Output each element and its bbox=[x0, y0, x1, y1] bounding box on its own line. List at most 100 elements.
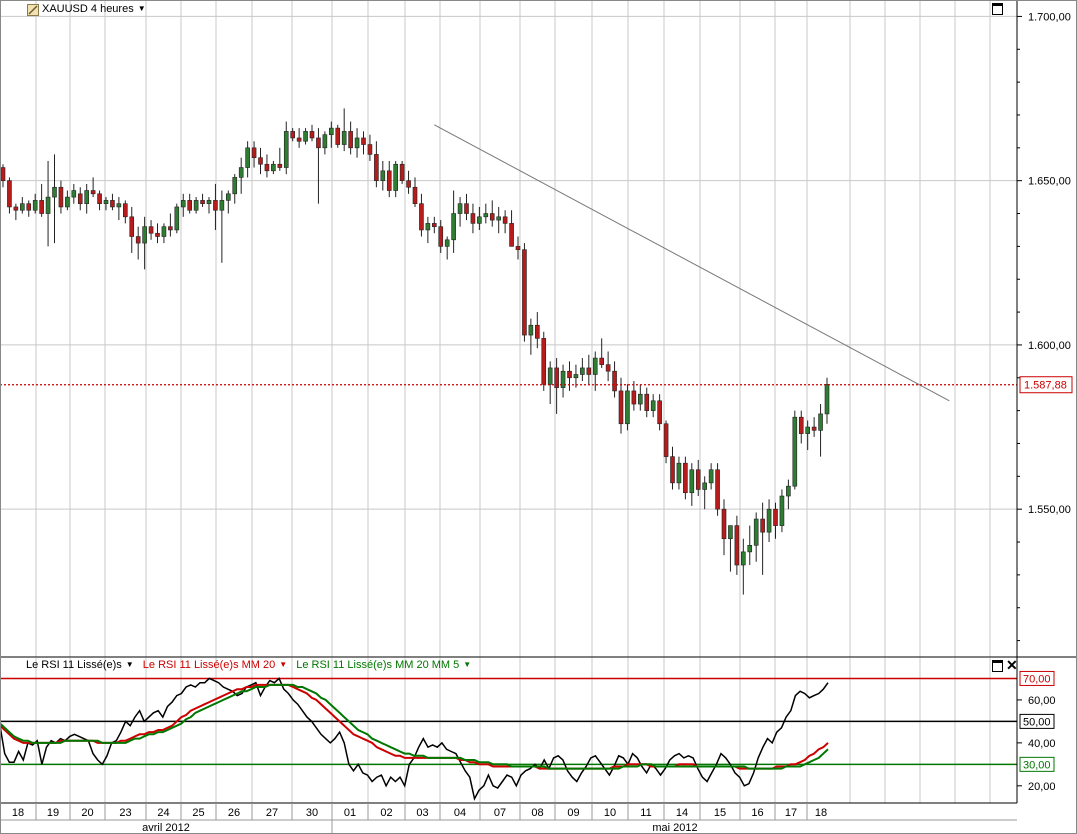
candle-down bbox=[361, 137, 366, 145]
price-tick-label: 1.550,00 bbox=[1028, 504, 1071, 516]
candle-up bbox=[580, 367, 585, 375]
candle-down bbox=[97, 193, 102, 204]
candle-up bbox=[702, 482, 707, 490]
candle-down bbox=[316, 137, 321, 149]
candle-down bbox=[419, 203, 424, 231]
candle-up bbox=[483, 213, 489, 218]
candle-up bbox=[52, 186, 57, 198]
dropdown-caret-icon[interactable]: ▼ bbox=[279, 660, 288, 669]
candle-down bbox=[644, 393, 650, 411]
candle-down bbox=[348, 131, 353, 149]
candle-down bbox=[721, 508, 727, 540]
day-label: 09 bbox=[567, 807, 579, 819]
price-tick-label: 1.650,00 bbox=[1028, 176, 1071, 188]
candle-up bbox=[65, 196, 70, 208]
candle-up bbox=[380, 170, 386, 181]
date-axis: 18 19 20 23 24 25 26 27 30 01 02 03 04 07 08 09 10 11 14 15… bbox=[0, 802, 1017, 834]
candle-down bbox=[367, 144, 373, 155]
candle-up bbox=[180, 200, 186, 208]
candle-down bbox=[296, 137, 302, 142]
day-label: 04 bbox=[454, 807, 466, 819]
candle-down bbox=[13, 206, 19, 211]
candle-up bbox=[818, 413, 823, 431]
candle-up bbox=[786, 485, 791, 497]
rsi-level-label: 50,00 bbox=[1023, 716, 1051, 728]
candle-down bbox=[438, 226, 444, 247]
rsi-ma-line bbox=[0, 683, 829, 770]
candle-up bbox=[676, 462, 682, 484]
day-label: 08 bbox=[531, 807, 543, 819]
dropdown-caret-icon[interactable]: ▼ bbox=[463, 660, 472, 669]
candle-down bbox=[168, 226, 173, 231]
candle-up bbox=[457, 203, 463, 214]
indicator-label-rsi-ma[interactable]: Le RSI 11 Lissé(e)s MM 20 ▼ bbox=[142, 659, 288, 671]
candle-up bbox=[766, 508, 772, 533]
candle-down bbox=[599, 357, 604, 365]
candle-down bbox=[464, 203, 469, 214]
chart-overlays: 1.587,88 bbox=[0, 124, 1073, 402]
candle-down bbox=[374, 154, 379, 181]
candle-down bbox=[657, 400, 662, 425]
candle-up bbox=[638, 393, 643, 405]
day-label: 01 bbox=[344, 807, 356, 819]
candle-up bbox=[206, 200, 212, 204]
candle-down bbox=[811, 426, 817, 431]
price-tick-label: 1.700,00 bbox=[1028, 11, 1071, 23]
candle-down bbox=[631, 390, 637, 405]
indicator-label-rsi[interactable]: Le RSI 11 Lissé(e)s ▼ bbox=[26, 659, 134, 671]
candle-up bbox=[708, 469, 714, 484]
dropdown-caret-icon[interactable]: ▼ bbox=[125, 660, 134, 669]
close-icon[interactable]: ✕ bbox=[1006, 657, 1018, 673]
candle-up bbox=[174, 206, 180, 231]
candle-down bbox=[213, 200, 218, 211]
candle-up bbox=[238, 167, 244, 178]
dropdown-caret-icon[interactable]: ▼ bbox=[137, 4, 146, 13]
candle-down bbox=[489, 213, 495, 221]
candle-down bbox=[715, 469, 720, 510]
day-label: 19 bbox=[47, 807, 59, 819]
candle-down bbox=[760, 518, 765, 533]
candle-up bbox=[425, 223, 431, 231]
symbol-title[interactable]: XAUUSD 4 heures bbox=[42, 3, 134, 15]
candle-down bbox=[187, 200, 192, 211]
candle-down bbox=[695, 469, 701, 490]
indicator-label-rsi-ma-ma[interactable]: Le RSI 11 Lissé(e)s MM 20 MM 5 ▼ bbox=[296, 659, 472, 671]
maximize-icon[interactable] bbox=[992, 660, 1003, 672]
candle-down bbox=[58, 186, 64, 208]
main-chart-grid bbox=[0, 0, 1017, 657]
day-label: 25 bbox=[192, 807, 204, 819]
day-label: 26 bbox=[228, 807, 240, 819]
candle-down bbox=[90, 190, 96, 195]
candle-up bbox=[193, 200, 199, 211]
rsi-level-badge bbox=[1019, 713, 1055, 729]
candle-down bbox=[541, 338, 547, 385]
candle-down bbox=[309, 131, 315, 139]
candle-down bbox=[135, 236, 141, 244]
rsi-ma-ma-line bbox=[0, 683, 829, 770]
maximize-icon[interactable] bbox=[992, 3, 1003, 15]
candle-down bbox=[264, 163, 270, 172]
candle-up bbox=[232, 177, 238, 195]
candle-up bbox=[650, 400, 656, 411]
price-axis: 1.550,00 1.600,00 1.650,00 1.700,00 bbox=[1017, 11, 1071, 642]
candle-down bbox=[386, 170, 392, 191]
chart-type-icon[interactable] bbox=[27, 4, 39, 16]
candle-down bbox=[110, 200, 115, 208]
rsi-tick-label: 40,00 bbox=[1028, 738, 1056, 750]
day-label: 07 bbox=[494, 807, 506, 819]
candle-down bbox=[155, 232, 160, 237]
candle-up bbox=[329, 127, 334, 135]
candle-up bbox=[805, 426, 810, 434]
chart-header[interactable]: XAUUSD 4 heures ▼ bbox=[26, 3, 146, 15]
candle-up bbox=[689, 469, 695, 494]
price-tick-label: 1.600,00 bbox=[1028, 340, 1071, 352]
candle-down bbox=[509, 223, 514, 247]
candle-down bbox=[663, 423, 669, 457]
candle-down bbox=[0, 167, 6, 181]
candle-down bbox=[26, 203, 32, 211]
candle-down bbox=[399, 163, 405, 181]
candle-down bbox=[412, 186, 418, 204]
candle-up bbox=[71, 190, 77, 198]
candle-down bbox=[618, 390, 624, 425]
